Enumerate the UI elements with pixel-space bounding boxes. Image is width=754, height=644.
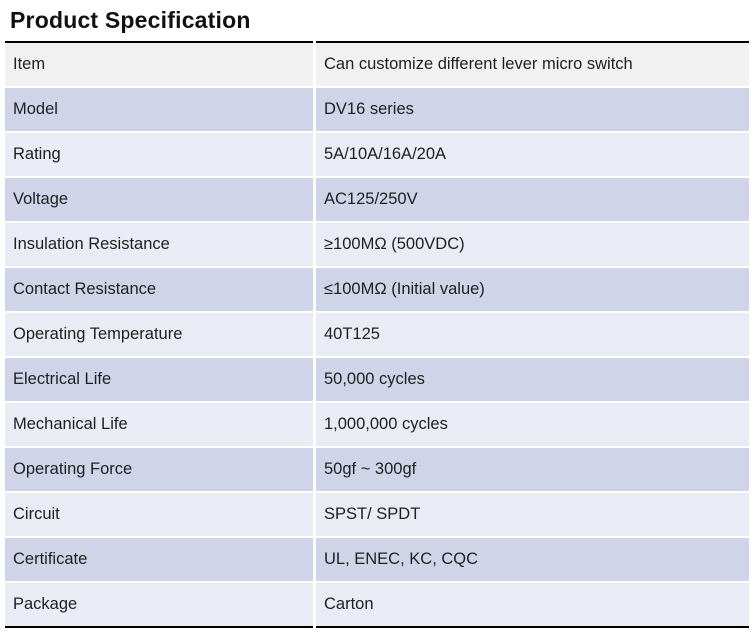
table-row: Mechanical Life 1,000,000 cycles xyxy=(5,403,749,446)
spec-value: SPST/ SPDT xyxy=(316,493,749,536)
spec-value: AC125/250V xyxy=(316,178,749,221)
spec-value: 5A/10A/16A/20A xyxy=(316,133,749,176)
table-row: Voltage AC125/250V xyxy=(5,178,749,221)
spec-value: DV16 series xyxy=(316,88,749,131)
spec-value: UL, ENEC, KC, CQC xyxy=(316,538,749,581)
table-row: Electrical Life 50,000 cycles xyxy=(5,358,749,401)
spec-value: Can customize different lever micro swit… xyxy=(316,41,749,86)
specification-table-body: Item Can customize different lever micro… xyxy=(5,41,749,628)
table-row: Rating 5A/10A/16A/20A xyxy=(5,133,749,176)
spec-label: Model xyxy=(5,88,313,131)
spec-value: ≥100MΩ (500VDC) xyxy=(316,223,749,266)
spec-label: Package xyxy=(5,583,313,628)
spec-value: 50gf ~ 300gf xyxy=(316,448,749,491)
spec-label: Electrical Life xyxy=(5,358,313,401)
table-row: Circuit SPST/ SPDT xyxy=(5,493,749,536)
spec-label: Voltage xyxy=(5,178,313,221)
spec-label: Operating Temperature xyxy=(5,313,313,356)
spec-label: Item xyxy=(5,41,313,86)
table-row: Operating Force 50gf ~ 300gf xyxy=(5,448,749,491)
spec-value: Carton xyxy=(316,583,749,628)
table-row: Item Can customize different lever micro… xyxy=(5,41,749,86)
spec-label: Insulation Resistance xyxy=(5,223,313,266)
spec-value: ≤100MΩ (Initial value) xyxy=(316,268,749,311)
spec-label: Rating xyxy=(5,133,313,176)
spec-value: 40T125 xyxy=(316,313,749,356)
spec-value: 50,000 cycles xyxy=(316,358,749,401)
spec-label: Contact Resistance xyxy=(5,268,313,311)
table-row: Certificate UL, ENEC, KC, CQC xyxy=(5,538,749,581)
page-title: Product Specification xyxy=(10,7,251,33)
spec-label: Certificate xyxy=(5,538,313,581)
specification-table: Item Can customize different lever micro… xyxy=(2,39,752,630)
table-row: Contact Resistance ≤100MΩ (Initial value… xyxy=(5,268,749,311)
table-row: Insulation Resistance ≥100MΩ (500VDC) xyxy=(5,223,749,266)
spec-label: Circuit xyxy=(5,493,313,536)
table-row: Package Carton xyxy=(5,583,749,628)
table-row: Model DV16 series xyxy=(5,88,749,131)
table-row: Operating Temperature 40T125 xyxy=(5,313,749,356)
spec-value: 1,000,000 cycles xyxy=(316,403,749,446)
spec-label: Operating Force xyxy=(5,448,313,491)
spec-label: Mechanical Life xyxy=(5,403,313,446)
